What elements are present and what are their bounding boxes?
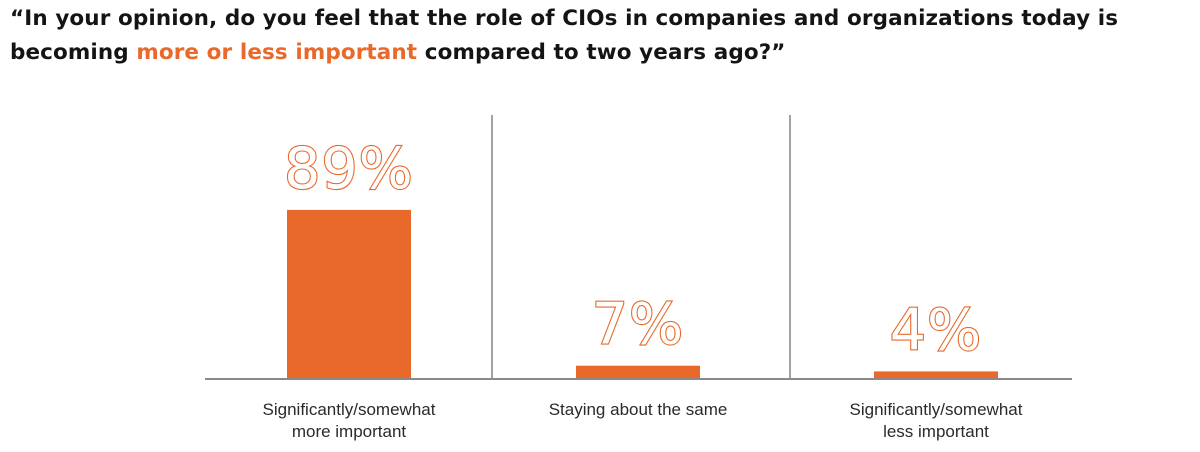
category-label-3-line-2: less important: [883, 422, 989, 441]
category-label-1-line-2: more important: [292, 422, 407, 441]
bars-group: [287, 209, 998, 379]
chart-title: “In your opinion, do you feel that the r…: [10, 2, 1195, 70]
category-separators: [491, 115, 791, 379]
bar-3: [874, 371, 998, 379]
category-labels-group: Significantly/somewhat more important Stay…: [263, 400, 1023, 441]
value-labels-group: 89% 7% 4%: [283, 135, 982, 365]
bar-2: [576, 365, 700, 379]
category-label-3-line-1: Significantly/somewhat: [850, 400, 1023, 419]
category-label-1-line-1: Significantly/somewhat: [263, 400, 436, 419]
title-text-start: “In your opinion, do you feel that the r…: [10, 6, 1119, 65]
title-text-end: compared to two years ago?”: [417, 40, 786, 65]
category-label-2-line-1: Staying about the same: [549, 400, 728, 419]
value-label-1: 89%: [284, 136, 414, 202]
value-label-2: 7%: [592, 292, 684, 358]
value-label-3: 4%: [890, 297, 982, 363]
bar-1: [287, 209, 411, 379]
title-highlight: more or less important: [136, 40, 418, 65]
